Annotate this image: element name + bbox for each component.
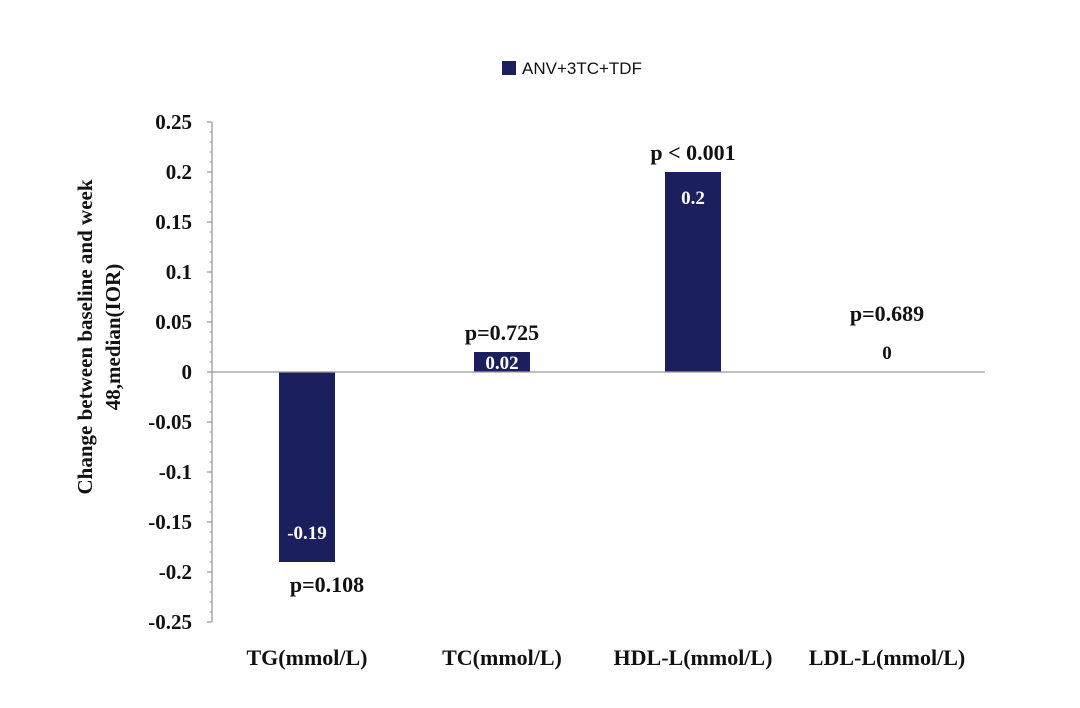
p-value-label: p=0.689 [850, 301, 924, 326]
y-tick-label: 0.05 [155, 310, 192, 334]
y-axis-title: Change between baseline and week 48,medi… [73, 179, 125, 494]
y-tick-label: 0 [182, 360, 193, 384]
y-tick-label: -0.05 [148, 410, 192, 434]
y-axis-title-line-1: Change between baseline and week [73, 179, 97, 494]
p-value-label: p < 0.001 [650, 140, 735, 165]
legend-swatch [502, 61, 516, 75]
y-tick-label: -0.2 [159, 560, 192, 584]
bar [279, 372, 335, 562]
legend: ANV+3TC+TDF [502, 59, 642, 78]
bar [474, 352, 530, 372]
p-value-label: p=0.725 [465, 320, 539, 345]
y-tick-label: -0.1 [159, 460, 192, 484]
p-value-label: p=0.108 [290, 572, 364, 597]
x-axis: TG(mmol/L) TC(mmol/L) HDL-L(mmol/L) LDL-L(m… [212, 371, 985, 670]
bar-value-label: -0.19 [287, 523, 327, 544]
y-tick-label: -0.25 [148, 610, 192, 634]
y-tick-label: 0.15 [155, 210, 192, 234]
x-category-label: TG(mmol/L) [247, 645, 368, 670]
bar [665, 172, 721, 372]
y-tick-label: -0.15 [148, 510, 192, 534]
bars: -0.19 p=0.108 0.02 p=0.725 0.2 p < 0.001 0 p=0.… [279, 140, 924, 597]
x-category-label: HDL-L(mmol/L) [614, 645, 773, 670]
y-axis-title-line-2: 48,median(IOR) [101, 264, 125, 410]
y-tick-label: 0.1 [166, 260, 192, 284]
y-axis: 0.25 0.2 0.15 0.1 0.05 0 -0.05 -0.1 -0.15 -0.2 -0.… [148, 110, 213, 634]
x-category-label: LDL-L(mmol/L) [809, 645, 965, 670]
bar-value-label: 0.02 [485, 353, 518, 374]
bar-value-label: 0 [882, 343, 892, 364]
x-category-label: TC(mmol/L) [442, 645, 562, 670]
bar-value-label: 0.2 [681, 188, 705, 209]
y-tick-label: 0.25 [155, 110, 192, 134]
legend-label: ANV+3TC+TDF [522, 59, 642, 78]
y-tick-label: 0.2 [166, 160, 192, 184]
